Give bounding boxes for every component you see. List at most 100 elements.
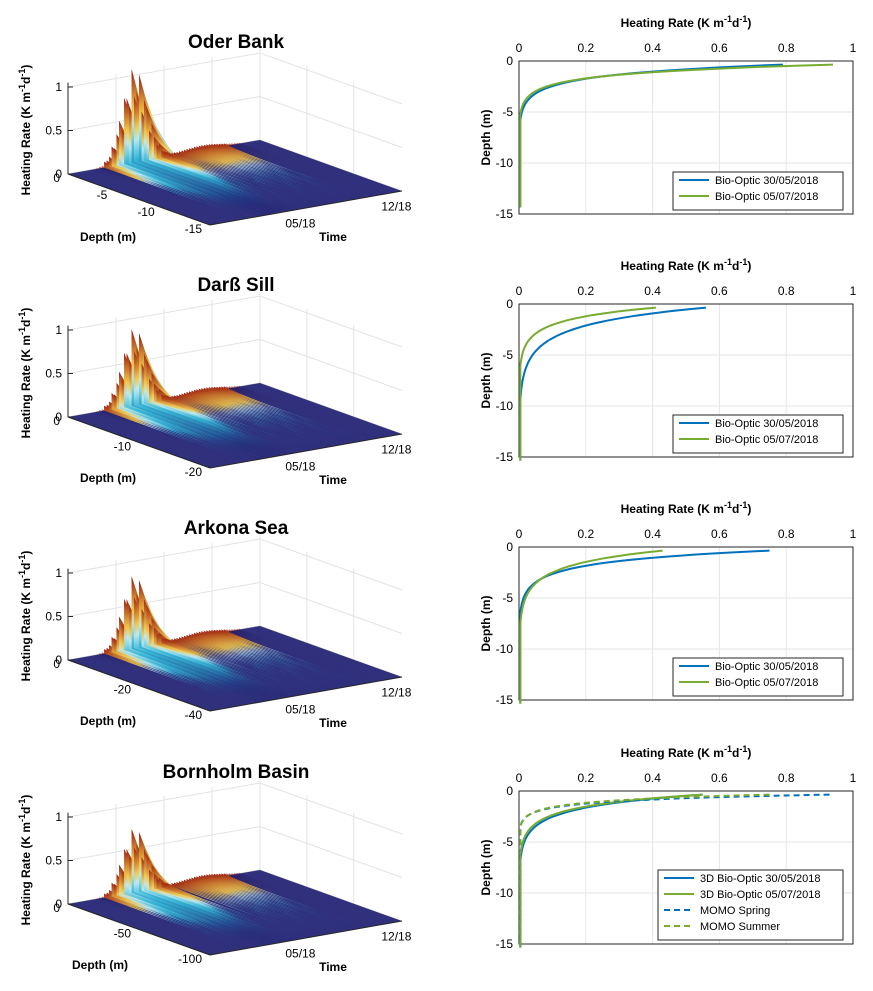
depth-tick-label: -15 — [185, 222, 203, 236]
time-tick-label: 12/18 — [381, 930, 411, 944]
depth-axis-label: Depth (m) — [80, 230, 136, 244]
legend-entry: MOMO Summer — [700, 921, 780, 933]
legend-box — [657, 869, 844, 941]
depth-tick-label: -20 — [114, 683, 132, 697]
y-tick-label: -10 — [496, 399, 514, 413]
depth-tick-label: 0 — [53, 414, 60, 428]
y-tick-label: -15 — [496, 207, 514, 221]
depth-tick-label: -10 — [114, 440, 132, 454]
depth-tick-label: -5 — [97, 188, 108, 202]
time-tick-label: 12/18 — [381, 443, 411, 457]
time-tick-label: 12/18 — [381, 686, 411, 700]
time-tick-label: 05/18 — [285, 947, 315, 961]
series-line-3 — [519, 793, 770, 948]
y-tick-label: -10 — [496, 156, 514, 170]
z-axis-label: Heating Rate (K m-1d-1) — [17, 551, 33, 682]
x-tick-label: 0.2 — [577, 771, 594, 785]
x-tick-label: 1 — [850, 284, 857, 298]
y-axis-label: Depth (m) — [479, 110, 493, 166]
x-tick-label: 0.4 — [644, 527, 661, 541]
x-axis-label: Heating Rate (K m-1d-1) — [621, 500, 752, 516]
time-tick-label: 05/18 — [285, 703, 315, 717]
y-axis-label: Depth (m) — [479, 840, 493, 896]
surface-plot-body: 0 0.5 1 0 -5 -10 -15 05/18 12/18 — [45, 48, 412, 236]
y-axis-label: Depth (m) — [479, 353, 493, 409]
x-tick-label: 0.2 — [577, 527, 594, 541]
time-axis-line — [209, 190, 403, 226]
grid-line — [67, 338, 403, 391]
x-axis-label: Heating Rate (K m-1d-1) — [621, 14, 752, 30]
grid-line — [67, 538, 403, 591]
z-axis-label: Heating Rate (K m-1d-1) — [17, 308, 33, 439]
y-tick-label: 0 — [506, 540, 513, 554]
z-tick-label: 1 — [55, 810, 62, 824]
y-tick-label: -10 — [496, 886, 514, 900]
surface-panel-darss-sill: Darß Sill Heating Rate (K m-1d-1) Depth … — [17, 275, 412, 487]
depth-tick-label: 0 — [53, 657, 60, 671]
z-tick-label: 0.5 — [45, 124, 62, 138]
legend: 3D Bio-Optic 30/05/2018 3D Bio-Optic 05/0… — [657, 869, 844, 941]
time-tick-label: 05/18 — [285, 217, 315, 231]
plot-frame — [518, 60, 854, 215]
x-tick-label: 0.6 — [711, 527, 728, 541]
grid-line — [67, 782, 403, 835]
panel-title: Bornholm Basin — [163, 762, 310, 783]
x-tick-label: 1 — [850, 527, 857, 541]
time-axis-line — [209, 920, 403, 956]
time-tick-label: 12/18 — [381, 200, 411, 214]
x-tick-label: 0.8 — [778, 527, 795, 541]
z-tick-label: 0.5 — [45, 610, 62, 624]
legend-entry: Bio-Optic 05/07/2018 — [715, 434, 818, 446]
legend: Bio-Optic 30/05/2018 Bio-Optic 05/07/2018 — [672, 414, 844, 454]
time-axis-line — [209, 676, 403, 712]
z-axis-label: Heating Rate (K m-1d-1) — [17, 65, 33, 196]
profile-panel-darss-sill: 0 0.2 0.4 0.6 0.8 1 0 -5 -10 -15 Heating Rate (K m… — [479, 257, 857, 464]
legend-box — [672, 171, 844, 211]
y-tick-label: 0 — [506, 54, 513, 68]
legend-entry: Bio-Optic 05/07/2018 — [715, 191, 818, 203]
x-tick-label: 1 — [850, 771, 857, 785]
profile-panel-arkona-sea: 0 0.2 0.4 0.6 0.8 1 0 -5 -10 -15 Heating Rate (K m… — [479, 500, 857, 707]
depth-axis-line — [67, 173, 211, 226]
plot-frame — [518, 303, 854, 458]
surface-plot-body: 0 0.5 1 0 -20 -40 05/18 12/18 — [45, 534, 412, 722]
legend-box — [672, 657, 844, 697]
series-line-1 — [519, 549, 663, 704]
grid-line — [67, 52, 403, 105]
plot-frame — [518, 790, 854, 945]
z-tick-label: 1 — [55, 566, 62, 580]
series-line-1 — [519, 63, 834, 208]
x-tick-label: 0 — [516, 284, 523, 298]
x-axis-label: Heating Rate (K m-1d-1) — [621, 257, 752, 273]
y-tick-label: 0 — [506, 784, 513, 798]
depth-tick-label: 0 — [53, 901, 60, 915]
depth-tick-label: 0 — [53, 171, 60, 185]
time-axis-label: Time — [319, 230, 347, 244]
time-tick-label: 05/18 — [285, 460, 315, 474]
profile-panel-oder-bank: 0 0.2 0.4 0.6 0.8 1 0 -5 -10 -15 Heating Rate (K m… — [479, 14, 857, 221]
legend: Bio-Optic 30/05/2018 Bio-Optic 05/07/2018 — [672, 171, 844, 211]
z-tick-label: 1 — [55, 80, 62, 94]
z-tick-label: 0 — [55, 410, 62, 424]
surface-slice — [116, 134, 259, 217]
plot-frame — [518, 546, 854, 701]
depth-axis-line — [67, 416, 211, 469]
y-tick-label: -5 — [502, 105, 513, 119]
time-axis-label: Time — [319, 473, 347, 487]
grid-line — [67, 581, 403, 634]
surface-plot-body: 0 0.5 1 0 -50 -100 05/18 12/18 — [45, 778, 412, 966]
legend-entry: 3D Bio-Optic 05/07/2018 — [700, 889, 820, 901]
depth-axis-label: Depth (m) — [72, 958, 128, 972]
panel-title: Oder Bank — [188, 32, 285, 53]
x-tick-label: 0.8 — [778, 41, 795, 55]
time-axis-line — [209, 433, 403, 469]
z-tick-label: 1 — [55, 323, 62, 337]
surface-panel-arkona-sea: Arkona Sea Heating Rate (K m-1d-1) Depth… — [17, 518, 412, 730]
depth-tick-label: -40 — [185, 708, 203, 722]
depth-axis-label: Depth (m) — [80, 471, 136, 485]
x-tick-label: 0.6 — [711, 41, 728, 55]
x-tick-label: 0.4 — [644, 771, 661, 785]
z-tick-label: 0 — [55, 897, 62, 911]
legend-entry: Bio-Optic 05/07/2018 — [715, 677, 818, 689]
surface-panel-bornholm-basin: Bornholm Basin Heating Rate (K m-1d-1) D… — [17, 762, 412, 974]
